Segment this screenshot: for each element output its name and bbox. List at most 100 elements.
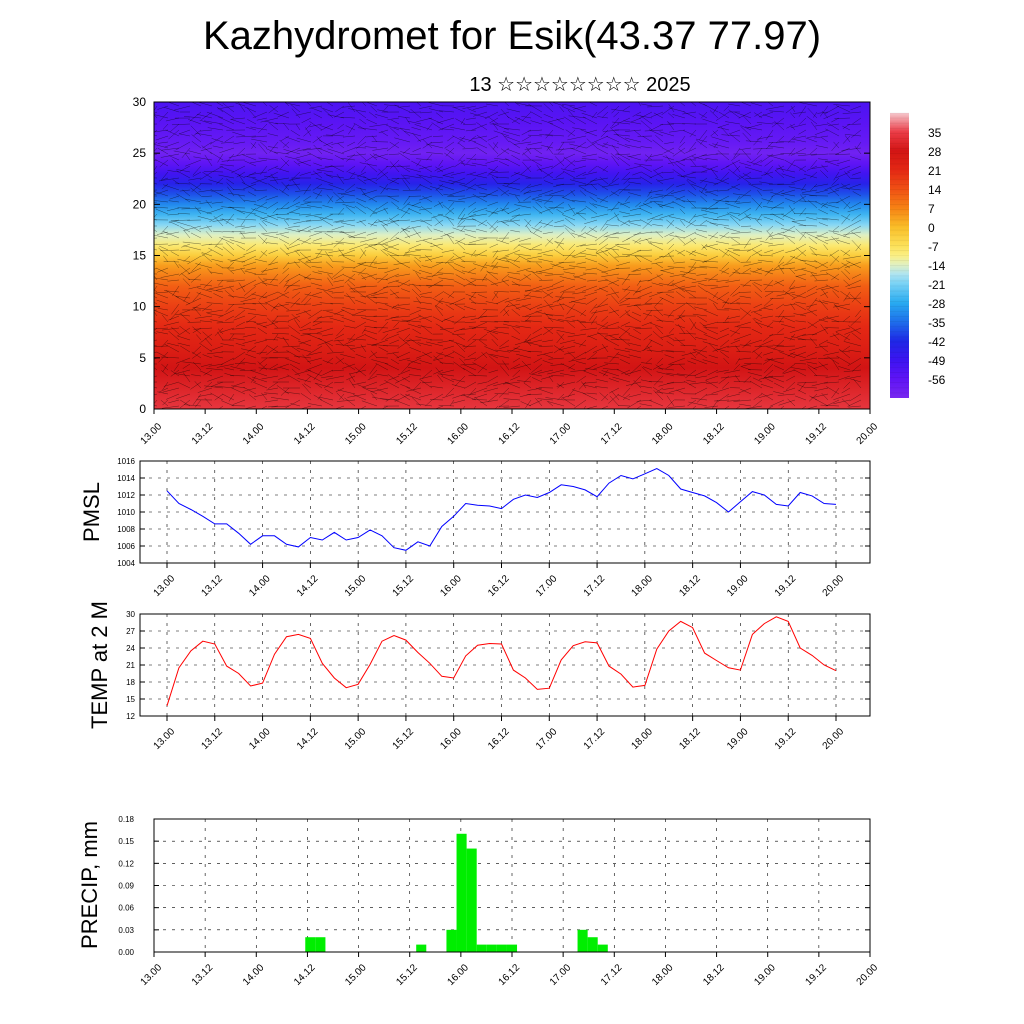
temp-x-axis: 13.00 13.12 14.00 14.12 15.00 15.12 16.00 16.12…	[152, 716, 847, 752]
colorbar-label: -14	[928, 259, 946, 273]
colorbar-labels: 35 28 21 14 7 0 -7 -14 -21 -28 -35 -42 -49 -56	[928, 126, 946, 387]
x-tick-label: 19.12	[804, 421, 830, 447]
y-tick-label: 0	[139, 402, 146, 416]
y-tick-label: 0.06	[118, 904, 134, 913]
x-tick-label: 15.12	[394, 421, 420, 447]
x-tick-label: 13.12	[190, 962, 216, 988]
x-tick-label: 15.00	[343, 573, 369, 599]
precip-bar	[416, 944, 427, 952]
x-tick-label: 15.00	[343, 421, 369, 447]
x-tick-label: 14.00	[247, 726, 273, 752]
colorbar-label: 28	[928, 145, 942, 159]
x-tick-label: 13.00	[139, 421, 165, 447]
precip-x-axis: 13.00 13.12 14.00 14.12 15.00 15.12 16.00 16.12…	[139, 952, 881, 988]
precip-bar	[506, 944, 518, 952]
x-tick-label: 20.00	[821, 726, 847, 752]
x-tick-label: 18.12	[677, 573, 703, 599]
colorbar-label: -56	[928, 373, 946, 387]
y-tick-label: 1014	[117, 474, 135, 483]
x-tick-label: 17.12	[599, 421, 625, 447]
y-tick-label: 12	[126, 712, 135, 721]
page-subtitle: 13 ☆☆☆☆☆☆☆☆ 2025	[469, 74, 691, 96]
y-tick-label: 0.12	[118, 859, 134, 868]
precip-bar	[597, 944, 608, 952]
x-tick-label: 14.12	[295, 573, 321, 599]
x-tick-label: 19.12	[773, 726, 799, 752]
x-tick-label: 13.00	[139, 962, 165, 988]
y-tick-label: 20	[133, 197, 147, 211]
x-tick-label: 16.00	[446, 421, 472, 447]
heatmap-y-axis: 0 5 10 15 20 25 30	[133, 95, 870, 416]
precip-bar	[587, 937, 598, 952]
x-tick-label: 18.12	[677, 726, 703, 752]
colorbar-label: -42	[928, 335, 946, 349]
x-tick-label: 19.00	[725, 726, 751, 752]
colorbar-label: -35	[928, 316, 946, 330]
pmsl-grid	[140, 460, 870, 564]
colorbar-label: 35	[928, 126, 942, 140]
y-tick-label: 0.18	[118, 815, 134, 824]
x-tick-label: 17.00	[548, 962, 574, 988]
precip-bar	[466, 848, 477, 952]
x-tick-label: 15.00	[343, 726, 369, 752]
x-tick-label: 18.00	[630, 726, 656, 752]
pmsl-y-label: PMSL	[79, 482, 104, 542]
x-tick-label: 16.00	[438, 573, 464, 599]
y-tick-label: 30	[133, 95, 147, 109]
precip-bars	[305, 833, 608, 952]
y-tick-label: 1004	[117, 559, 135, 568]
colorbar-label: 7	[928, 202, 935, 216]
colorbar-label: -7	[928, 240, 939, 254]
x-tick-label: 15.00	[343, 962, 369, 988]
x-tick-label: 16.12	[486, 726, 512, 752]
y-tick-label: 30	[126, 610, 135, 619]
y-tick-label: 25	[133, 146, 147, 160]
y-tick-label: 10	[133, 300, 147, 314]
heatmap-fill	[154, 102, 870, 409]
x-tick-label: 13.00	[152, 726, 178, 752]
x-tick-label: 20.00	[855, 962, 881, 988]
x-tick-label: 17.00	[548, 421, 574, 447]
y-tick-label: 24	[126, 644, 135, 653]
x-tick-label: 16.12	[497, 962, 523, 988]
precip-bar	[577, 929, 588, 952]
x-tick-label: 14.00	[247, 573, 273, 599]
pmsl-series-line	[166, 468, 837, 551]
x-tick-label: 20.00	[855, 421, 881, 447]
precip-bar	[486, 944, 497, 952]
temp-y-label: TEMP at 2 M	[87, 601, 112, 729]
x-tick-label: 14.12	[295, 726, 321, 752]
x-tick-label: 15.12	[391, 726, 417, 752]
x-tick-label: 19.00	[752, 421, 778, 447]
y-tick-label: 0.00	[118, 948, 134, 957]
x-tick-label: 19.12	[773, 573, 799, 599]
y-tick-label: 15	[133, 249, 147, 263]
x-tick-label: 19.00	[752, 962, 778, 988]
wind-vector-field	[154, 102, 862, 409]
x-tick-label: 15.12	[391, 573, 417, 599]
x-tick-label: 14.00	[241, 962, 267, 988]
precip-grid	[153, 818, 871, 953]
precip-panel: 0.000.030.060.090.120.150.18 13.00 13.12 1…	[77, 815, 880, 988]
y-tick-label: 27	[126, 627, 135, 636]
y-tick-label: 1016	[117, 457, 135, 466]
y-tick-label: 0.15	[118, 837, 134, 846]
x-tick-label: 16.00	[438, 726, 464, 752]
x-tick-label: 13.00	[152, 573, 178, 599]
y-tick-label: 5	[139, 351, 146, 365]
pmsl-y-axis: 1004 1006 1008 1010 1012 1014 1016	[117, 457, 870, 568]
x-tick-label: 13.12	[199, 573, 225, 599]
heatmap-x-axis: 13.00 13.12 14.00 14.12 15.00 15.12 16.00 16.12…	[139, 409, 881, 447]
x-tick-label: 13.12	[190, 421, 216, 447]
temp-grid	[140, 613, 870, 717]
colorbar-label: -49	[928, 354, 946, 368]
x-tick-label: 20.00	[821, 573, 847, 599]
precip-bar	[456, 833, 467, 952]
x-tick-label: 18.12	[701, 962, 727, 988]
x-tick-label: 18.00	[650, 421, 676, 447]
precip-bar	[305, 937, 316, 952]
pmsl-x-axis: 13.00 13.12 14.00 14.12 15.00 15.12 16.00 16.12…	[152, 563, 847, 599]
precip-bar	[315, 937, 326, 952]
